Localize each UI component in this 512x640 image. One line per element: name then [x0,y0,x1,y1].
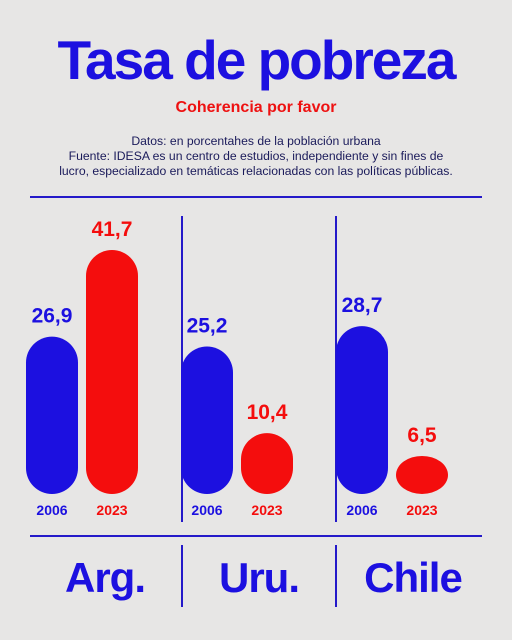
bar-arg-2023 [86,250,138,494]
year-label-chile-2023: 2023 [406,502,437,518]
chart-title: Tasa de pobreza [57,29,457,91]
value-label-arg-2023: 41,7 [92,218,133,241]
bar-chile-2023 [396,455,448,494]
value-label-uru-2023: 10,4 [247,401,288,424]
country-label-chile: Chile [364,554,463,601]
year-label-arg-2023: 2023 [96,502,127,518]
value-label-uru-2006: 25,2 [187,315,228,338]
year-label-uru-2006: 2006 [191,502,222,518]
value-label-arg-2006: 26,9 [32,305,73,328]
country-label-uru: Uru. [219,554,300,601]
year-label-chile-2006: 2006 [346,502,377,518]
bar-arg-2006 [26,336,78,494]
chart-subtitle: Coherencia por favor [175,99,337,116]
bar-uru-2006 [181,346,233,494]
label-divider-1 [181,545,183,607]
source-note-cont: lucro, especializado en temáticas relaci… [59,164,453,178]
year-label-uru-2023: 2023 [251,502,282,518]
value-label-chile-2006: 28,7 [342,294,383,317]
bar-uru-2023 [241,433,293,494]
top-divider [30,196,482,198]
bottom-divider [30,535,482,537]
bar-chile-2006 [336,326,388,494]
source-note: Fuente: IDESA es un centro de estudios, … [68,149,444,163]
year-label-arg-2006: 2006 [36,502,67,518]
label-divider-2 [335,545,337,607]
value-label-chile-2023: 6,5 [407,424,437,447]
country-label-arg: Arg. [65,554,146,601]
data-note: Datos: en porcentahes de la población ur… [131,134,381,148]
